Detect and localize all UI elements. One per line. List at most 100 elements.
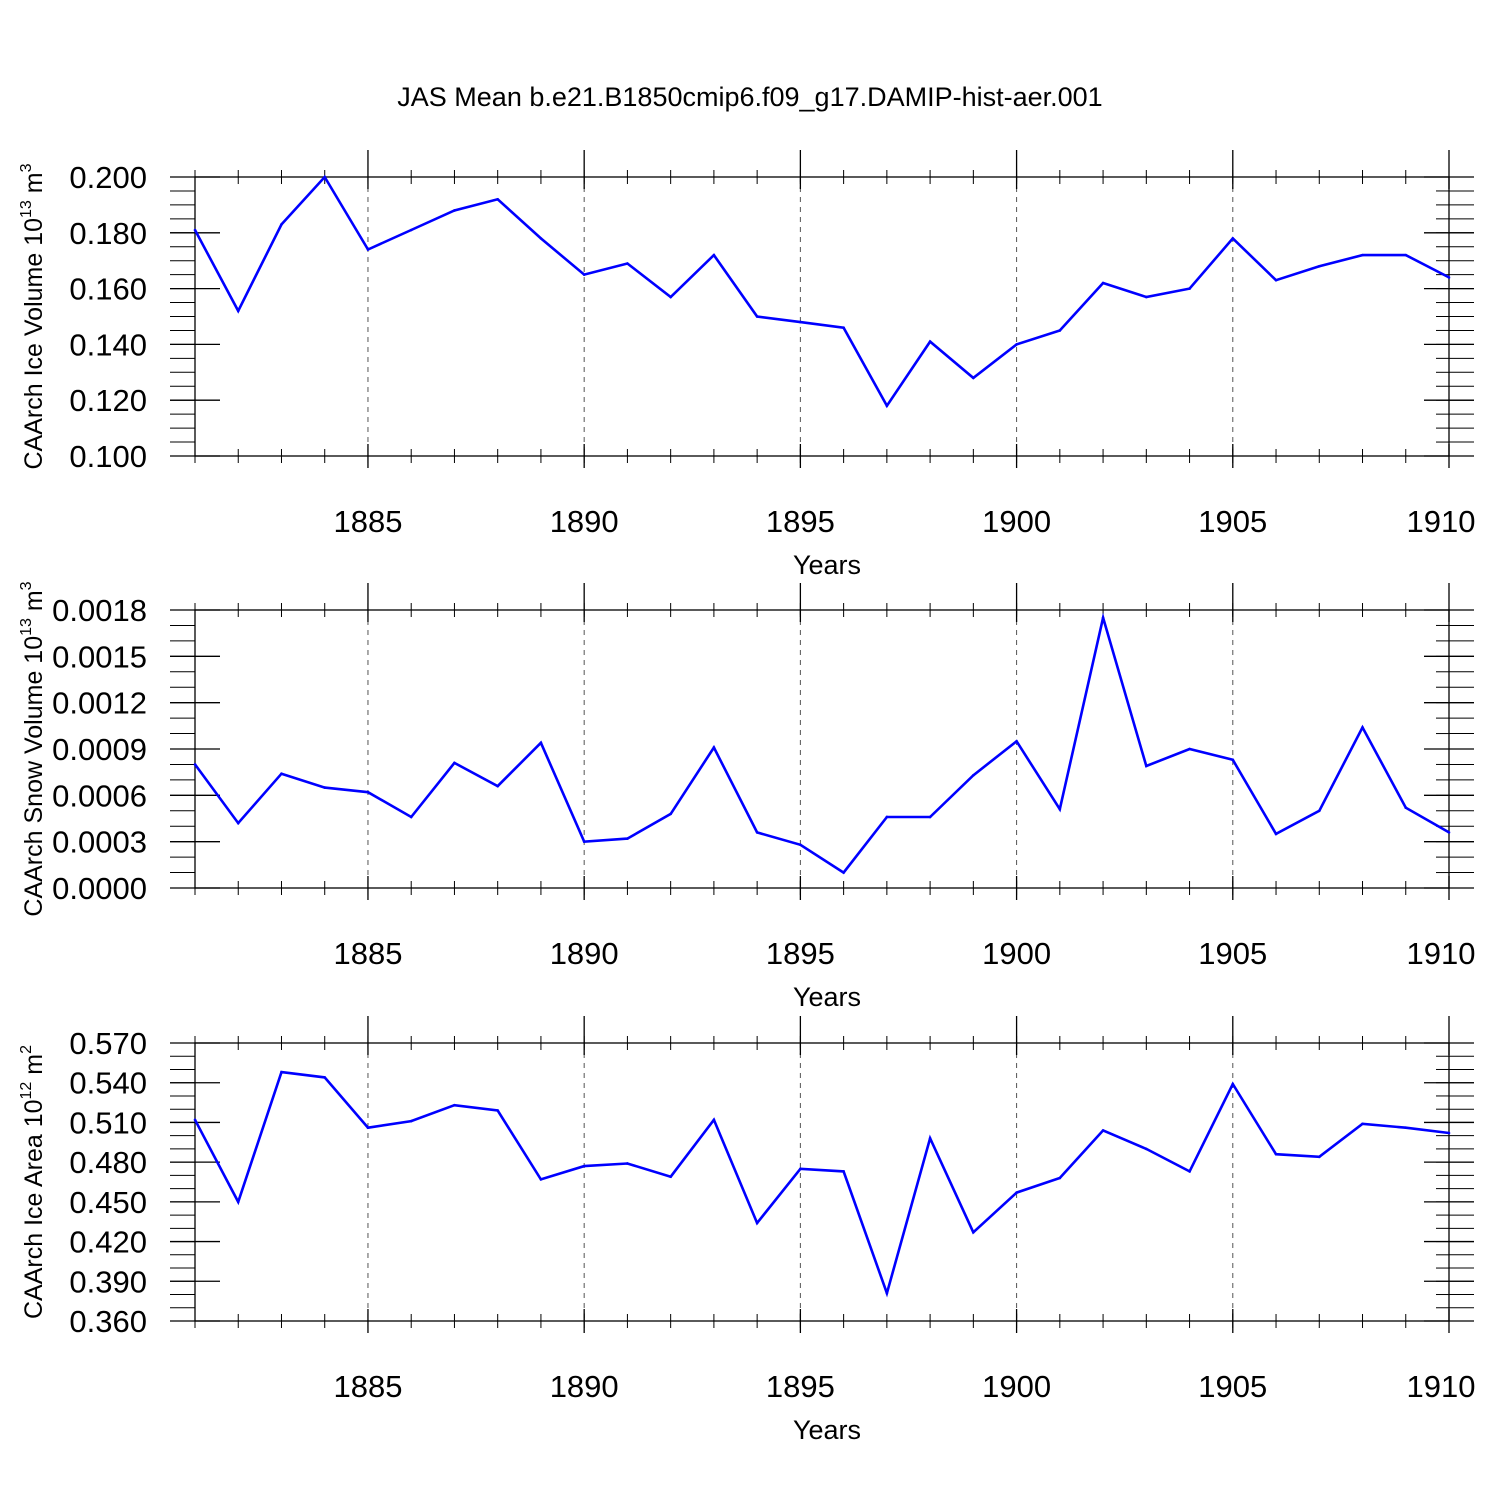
data-point: [496, 198, 499, 201]
x-tick-label: 1905: [1198, 1369, 1267, 1404]
data-point: [323, 175, 327, 179]
data-point: [323, 1076, 327, 1079]
data-point: [1101, 616, 1105, 620]
data-point: [885, 815, 889, 819]
data-point: [842, 871, 845, 874]
data-point: [928, 1137, 932, 1140]
x-tick-label: 1895: [766, 936, 835, 971]
data-point: [236, 1200, 240, 1204]
data-point: [1231, 1082, 1235, 1086]
y-tick-label: 0.140: [69, 327, 147, 362]
data-point: [496, 1109, 499, 1112]
y-axis-label: CAArch Ice Volume 1013 m3: [18, 163, 48, 469]
data-point: [799, 1167, 802, 1171]
y-axis-label: CAArch Snow Volume 1013 m3: [18, 581, 48, 916]
data-point: [1274, 278, 1278, 282]
data-point: [669, 295, 672, 299]
data-point: [409, 815, 413, 819]
y-tick-label: 0.180: [69, 216, 147, 251]
data-point: [1404, 253, 1408, 257]
data-point: [1188, 287, 1191, 290]
data-point: [1145, 295, 1148, 299]
data-point: [626, 837, 629, 840]
data-point: [280, 223, 283, 226]
y-tick-label: 0.480: [69, 1145, 147, 1180]
data-point: [885, 1291, 889, 1295]
series-line: [193, 612, 1450, 875]
data-point: [1361, 1122, 1364, 1126]
x-tick-label: 1900: [982, 1369, 1051, 1404]
y-tick-label: 0.0009: [52, 732, 147, 767]
x-axis-label: Years: [793, 982, 861, 1012]
x-tick-label: 1890: [550, 1369, 619, 1404]
data-point: [1447, 276, 1451, 279]
data-point: [972, 773, 975, 777]
data-point: [236, 309, 240, 313]
data-point: [842, 1170, 845, 1173]
data-point: [539, 1178, 543, 1181]
data-point: [1404, 1126, 1408, 1130]
data-point: [972, 1231, 975, 1234]
data-point: [1317, 1155, 1321, 1159]
x-tick-label: 1885: [333, 1369, 402, 1404]
y-tick-label: 0.360: [69, 1304, 147, 1339]
data-point: [1015, 1191, 1018, 1194]
plot-frame: [194, 1042, 1450, 1322]
data-point: [280, 1070, 283, 1074]
y-tick-label: 0.100: [69, 439, 147, 474]
data-point: [1145, 1147, 1148, 1151]
y-tick-label: 0.420: [69, 1225, 147, 1260]
y-tick-label: 0.160: [69, 272, 147, 307]
x-axis-label: Years: [793, 1415, 861, 1445]
data-point: [712, 746, 716, 749]
x-tick-label: 1905: [1198, 504, 1267, 539]
x-tick-label: 1910: [1407, 936, 1476, 971]
data-point: [972, 376, 975, 380]
x-axis-label: Years: [793, 550, 861, 580]
y-tick-label: 0.120: [69, 383, 147, 418]
data-point: [755, 831, 759, 834]
series-line: [193, 1070, 1450, 1298]
data-point: [1058, 1176, 1062, 1180]
x-tick-label: 1900: [982, 504, 1051, 539]
data-point: [755, 315, 759, 318]
y-tick-label: 0.0015: [52, 639, 147, 674]
panels: 1885 1890 1895 1900 1905 1910 0.100 0.120 0.140 0…: [18, 150, 1475, 1445]
data-point: [1274, 1152, 1278, 1156]
data-point: [885, 404, 889, 408]
data-point: [712, 1118, 716, 1122]
data-point: [1231, 237, 1235, 240]
data-point: [453, 1103, 456, 1107]
y-tick-label: 0.390: [69, 1264, 147, 1299]
y-tick-label: 0.0000: [52, 871, 147, 906]
data-point: [366, 790, 370, 794]
data-point: [366, 248, 370, 251]
plot-frame: [194, 609, 1450, 889]
data-point: [582, 273, 586, 276]
data-point: [669, 812, 672, 816]
y-tick-label: 0.510: [69, 1105, 147, 1140]
y-tick-label: 0.450: [69, 1185, 147, 1220]
data-point: [409, 228, 413, 232]
x-tick-label: 1905: [1198, 936, 1267, 971]
data-point: [1447, 831, 1451, 834]
x-tick-label: 1895: [766, 504, 835, 539]
y-tick-label: 0.570: [69, 1026, 147, 1061]
data-point: [280, 772, 283, 776]
data-point: [1317, 264, 1321, 268]
panel-3: 1885 1890 1895 1900 1905 1910 0.360 0.390 0.420 0…: [18, 1016, 1475, 1445]
data-point: [193, 763, 197, 766]
data-point: [1404, 806, 1408, 809]
data-point: [453, 761, 456, 765]
data-point: [236, 821, 240, 825]
data-point: [453, 209, 456, 212]
data-point: [366, 1126, 370, 1130]
x-tick-label: 1885: [333, 504, 402, 539]
x-tick-label: 1890: [550, 936, 619, 971]
data-point: [799, 320, 802, 324]
panel-2: 1885 1890 1895 1900 1905 1910 0.0000 0.0003 0.00…: [18, 581, 1475, 1012]
data-point: [323, 786, 327, 789]
data-point: [1101, 1129, 1105, 1132]
panel-1: 1885 1890 1895 1900 1905 1910 0.100 0.120 0.140 0…: [18, 150, 1475, 580]
